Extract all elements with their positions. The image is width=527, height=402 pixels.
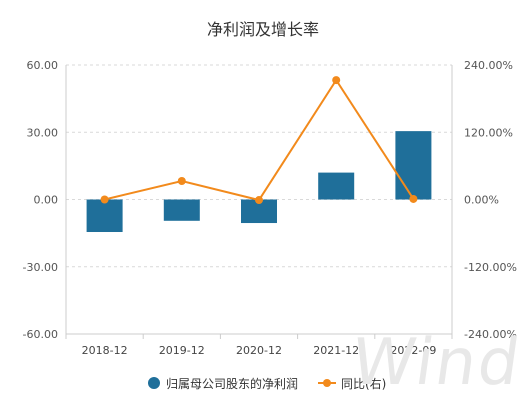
x-tick-label: 2019-12 [159,344,205,357]
chart-title: 净利润及增长率 [207,20,319,39]
line-series [100,76,418,205]
line-point [100,195,109,204]
y-right-tick-label: 120.00% [464,126,513,139]
legend-line-marker-dot [323,379,331,387]
y-left-tick-label: 30.00 [27,126,59,139]
x-tick-label: 2022-09 [390,344,436,357]
y-right-tick-label: -120.00% [464,261,517,274]
line-path [104,78,415,202]
line-point [332,76,341,85]
bar [318,172,355,200]
bar [395,131,432,200]
line-point [409,194,418,203]
bar [163,199,200,221]
x-tick-label: 2018-12 [82,344,128,357]
bar-series [86,131,432,233]
legend-line-label: 同比(右) [341,376,386,391]
y-left-tick-label: 60.00 [27,59,59,72]
y-left-tick-label: -60.00 [23,328,58,341]
y-left-tick-label: 0.00 [34,194,59,207]
line-point [255,196,263,205]
axes: 60.00 30.00 0.00 -30.00 -60.00 240.00% 120.00%… [23,59,517,357]
legend-bar-label: 归属母公司股东的净利润 [166,376,298,391]
y-right-tick-label: 0.00% [464,194,499,207]
legend: 归属母公司股东的净利润 同比(右) [148,376,386,391]
bar [86,199,123,233]
x-tick-label: 2021-12 [313,344,359,357]
line-point [177,177,186,186]
x-tick-label: 2020-12 [236,344,282,357]
y-right-tick-label: -240.00% [464,328,517,341]
legend-bar-marker [148,377,160,389]
y-right-tick-label: 240.00% [464,59,513,72]
bar [241,199,277,224]
y-left-tick-label: -30.00 [23,261,58,274]
